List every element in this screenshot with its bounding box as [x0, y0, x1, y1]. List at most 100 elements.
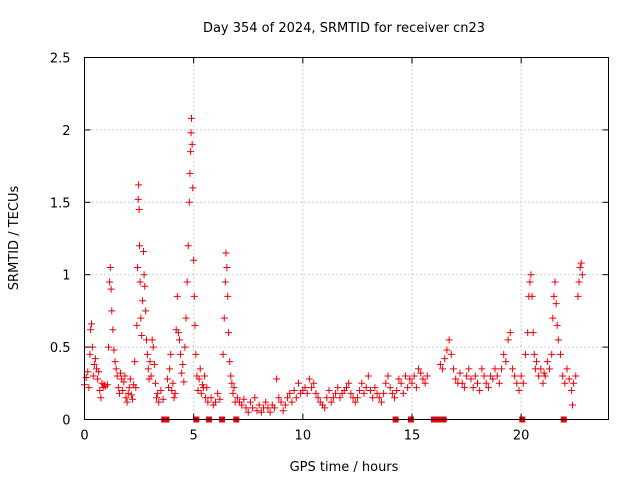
data-point: [184, 242, 192, 250]
data-point: [85, 384, 93, 392]
data-point: [519, 379, 527, 387]
data-point: [136, 278, 144, 286]
data-point: [290, 387, 298, 395]
data-point: [87, 326, 95, 334]
x-axis-label: GPS time / hours: [290, 460, 399, 475]
data-point: [417, 369, 425, 377]
data-point: [441, 355, 449, 363]
data-point: [181, 343, 189, 351]
data-point: [495, 379, 503, 387]
data-point: [109, 326, 117, 334]
data-point: [244, 408, 252, 416]
plot-frame: [84, 57, 609, 420]
data-point: [139, 297, 147, 305]
data-point: [336, 394, 344, 402]
data-point: [388, 389, 396, 397]
data-point: [192, 350, 200, 358]
data-point: [305, 375, 313, 383]
data-point: [529, 329, 537, 337]
data-point: [125, 384, 133, 392]
data-point: [119, 387, 127, 395]
data-point: [255, 401, 263, 409]
data-point: [148, 336, 156, 344]
data-point: [460, 384, 468, 392]
data-point: [321, 404, 329, 412]
data-point: [543, 358, 551, 366]
data-point: [484, 384, 492, 392]
data-point: [159, 395, 167, 403]
data-point: [556, 350, 564, 358]
data-point: [135, 206, 143, 214]
data-point: [482, 379, 490, 387]
data-point: [412, 384, 420, 392]
data-point: [375, 394, 383, 402]
data-point: [171, 389, 179, 397]
data-point: [377, 398, 385, 406]
data-point: [270, 404, 278, 412]
data-point: [535, 372, 543, 380]
data-point: [551, 278, 559, 286]
data-point: [191, 321, 199, 329]
data-point: [343, 384, 350, 392]
data-point: [154, 389, 162, 397]
data-point: [548, 350, 556, 358]
data-point: [175, 336, 183, 344]
data-point: [410, 372, 418, 380]
data-point: [204, 398, 212, 406]
data-point: [399, 389, 407, 397]
data-point: [292, 394, 300, 402]
data-point: [517, 372, 525, 380]
data-point: [103, 381, 111, 389]
data-point: [273, 375, 281, 383]
data-point: [222, 249, 230, 257]
data-point: [546, 365, 554, 373]
data-point: [129, 395, 137, 403]
data-point: [574, 292, 582, 300]
data-point: [253, 407, 261, 415]
data-point: [190, 292, 198, 300]
data-point: [113, 372, 121, 380]
data-point: [115, 389, 123, 397]
data-point: [371, 384, 379, 392]
grid-lines: [84, 57, 609, 420]
data-point: [443, 346, 451, 354]
data-point: [382, 379, 390, 387]
data-point: [242, 404, 250, 412]
data-point: [508, 365, 516, 373]
data-point: [134, 263, 142, 271]
data-point: [84, 368, 92, 376]
y-tick-label: 0.5: [50, 341, 71, 356]
data-point: [114, 384, 122, 392]
data-point: [397, 379, 405, 387]
data-point: [526, 278, 534, 286]
data-point: [198, 381, 206, 389]
data-points: [81, 114, 586, 423]
data-point: [288, 398, 296, 406]
data-point: [226, 358, 234, 366]
data-point: [284, 394, 292, 402]
data-point: [540, 369, 548, 377]
data-point: [166, 365, 174, 373]
y-tick-label: 1.5: [50, 196, 71, 211]
data-point: [179, 360, 187, 368]
data-point: [500, 350, 508, 358]
data-point: [310, 379, 318, 387]
data-point: [94, 375, 102, 383]
data-point: [112, 365, 120, 373]
data-point: [530, 350, 538, 358]
data-point: [137, 314, 145, 322]
data-point: [384, 372, 392, 380]
data-point: [185, 198, 193, 206]
data-point: [141, 282, 149, 290]
data-point: [178, 369, 186, 377]
data-point: [151, 379, 159, 387]
data-point: [216, 395, 224, 403]
data-point: [329, 394, 337, 402]
data-point: [458, 379, 466, 387]
data-point: [452, 375, 460, 383]
x-tick-label: 20: [513, 429, 530, 444]
data-point: [351, 398, 359, 406]
data-point: [423, 372, 431, 380]
data-point: [82, 374, 90, 382]
data-point: [465, 365, 473, 373]
